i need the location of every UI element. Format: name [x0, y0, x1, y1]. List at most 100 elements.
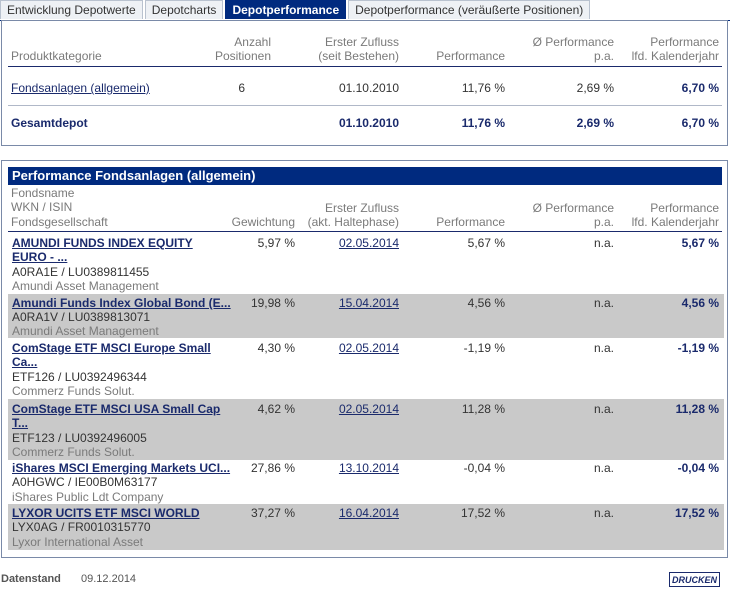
header-ytd-2: lfd. Kalenderjahr	[631, 215, 719, 229]
fund-weight: 37,27 %	[250, 506, 295, 520]
fund-ytd: -1,19 %	[677, 341, 719, 355]
fund-performance: -0,04 %	[463, 461, 505, 475]
total-divider	[8, 105, 722, 106]
fund-performance: 4,56 %	[467, 296, 505, 310]
fund-company: iShares Public Ldt Company	[12, 490, 164, 504]
fund-avg: n.a.	[593, 461, 614, 475]
header-divider	[8, 66, 722, 67]
fund-ytd: -0,04 %	[677, 461, 719, 475]
header-fondsgesellschaft: Fondsgesellschaft	[11, 215, 108, 229]
summary-first: 01.10.2010	[338, 81, 399, 95]
fund-weight: 4,30 %	[257, 341, 295, 355]
fund-avg: n.a.	[593, 402, 614, 416]
fund-first-link[interactable]: 02.05.2014	[338, 402, 399, 416]
summary-avg: 2,69 %	[576, 81, 614, 95]
fund-name-link[interactable]: LYXOR UCITS ETF MSCI WORLD	[12, 506, 200, 520]
total-avg: 2,69 %	[576, 116, 614, 130]
header-avg-1: Ø Performance	[532, 35, 614, 49]
fund-weight: 27,86 %	[250, 461, 295, 475]
header-wkn-isin: WKN / ISIN	[11, 200, 73, 214]
fund-first-link[interactable]: 15.04.2014	[338, 296, 399, 310]
tab-entwicklung-depotwerte[interactable]: Entwicklung Depotwerte	[0, 0, 143, 19]
fund-first-link[interactable]: 16.04.2014	[338, 506, 399, 520]
fund-avg: n.a.	[593, 296, 614, 310]
summary-count: 6	[238, 81, 245, 95]
fund-first-link[interactable]: 02.05.2014	[338, 236, 399, 250]
fund-ids: A0RA1E / LU0389811455	[12, 265, 150, 279]
fund-company: Lyxor International Asset	[12, 535, 143, 549]
fund-name-link[interactable]: iShares MSCI Emerging Markets UCI...	[12, 461, 231, 475]
fund-ytd: 4,56 %	[681, 296, 719, 310]
detail-panel: Performance Fondsanlagen (allgemein) Fon…	[1, 160, 728, 558]
header-ytd-1: Performance	[650, 201, 719, 215]
table-row: ComStage ETF MSCI Europe Small Ca... ETF…	[8, 338, 724, 399]
fund-avg: n.a.	[593, 236, 614, 250]
fund-name-link[interactable]: ComStage ETF MSCI USA Small Cap T...	[12, 402, 221, 430]
fund-avg: n.a.	[593, 506, 614, 520]
total-ytd: 6,70 %	[681, 116, 719, 130]
fund-company: Commerz Funds Solut.	[12, 384, 135, 398]
fund-ids: A0RA1V / LU0389813071	[12, 310, 151, 324]
data-status-label: Datenstand	[1, 573, 61, 585]
fund-performance: 17,52 %	[460, 506, 505, 520]
fund-name-link[interactable]: AMUNDI FUNDS INDEX EQUITY EURO - ...	[12, 236, 193, 264]
tab-depotcharts[interactable]: Depotcharts	[144, 0, 224, 19]
header-avg-2: p.a.	[593, 49, 614, 63]
header-first-2: (akt. Haltephase)	[307, 215, 399, 229]
fund-ids: ETF123 / LU0392496005	[12, 431, 147, 445]
fund-first-link[interactable]: 02.05.2014	[338, 341, 399, 355]
fund-company: Amundi Asset Management	[12, 324, 159, 338]
fund-ids: ETF126 / LU0392496344	[12, 370, 147, 384]
fund-name-link[interactable]: ComStage ETF MSCI Europe Small Ca...	[12, 341, 211, 369]
total-label: Gesamtdepot	[11, 116, 88, 130]
fund-ytd: 11,28 %	[675, 402, 719, 416]
fund-performance: 11,28 %	[461, 402, 505, 416]
table-row: iShares MSCI Emerging Markets UCI... A0H…	[8, 460, 724, 504]
fund-ytd: 5,67 %	[681, 236, 719, 250]
summary-ytd: 6,70 %	[681, 81, 719, 95]
tab-depotperformance[interactable]: Depotperformance	[225, 0, 347, 19]
total-performance: 11,76 %	[461, 116, 505, 130]
category-link-fondsanlagen[interactable]: Fondsanlagen (allgemein)	[11, 81, 150, 95]
fund-company: Commerz Funds Solut.	[12, 445, 135, 459]
header-avg-2: p.a.	[593, 215, 614, 229]
fund-performance: 5,67 %	[467, 236, 505, 250]
header-first-1: Erster Zufluss	[324, 35, 399, 49]
total-first: 01.10.2010	[338, 116, 399, 130]
fund-weight: 4,62 %	[257, 402, 295, 416]
header-count-1: Anzahl	[234, 35, 271, 49]
table-row: LYXOR UCITS ETF MSCI WORLD LYX0AG / FR00…	[8, 504, 724, 550]
fund-avg: n.a.	[593, 341, 614, 355]
tab-depotperformance-veraeussert[interactable]: Depotperformance (veräußerte Positionen)	[348, 0, 591, 19]
table-row: AMUNDI FUNDS INDEX EQUITY EURO - ... A0R…	[8, 232, 724, 294]
header-avg-1: Ø Performance	[532, 201, 614, 215]
header-fondsname: Fondsname	[11, 186, 75, 200]
detail-header-divider	[8, 231, 722, 232]
fund-weight: 5,97 %	[257, 236, 295, 250]
summary-performance: 11,76 %	[461, 81, 505, 95]
header-gewichtung: Gewichtung	[231, 215, 295, 229]
summary-panel: Produktkategorie Anzahl Positionen Erste…	[1, 20, 728, 146]
header-first-2: (seit Bestehen)	[318, 49, 399, 63]
detail-title: Performance Fondsanlagen (allgemein)	[8, 167, 722, 185]
table-row: ComStage ETF MSCI USA Small Cap T... ETF…	[8, 399, 724, 460]
fund-first-link[interactable]: 13.10.2014	[338, 461, 399, 475]
fund-company: Amundi Asset Management	[12, 279, 159, 293]
fund-ytd: 17,52 %	[674, 506, 719, 520]
table-row: Amundi Funds Index Global Bond (E... A0R…	[8, 294, 724, 338]
header-first-1: Erster Zufluss	[324, 201, 399, 215]
print-button[interactable]: DRUCKEN	[669, 572, 720, 587]
fund-weight: 19,98 %	[250, 296, 295, 310]
header-category: Produktkategorie	[11, 49, 102, 63]
fund-performance: -1,19 %	[463, 341, 505, 355]
fund-ids: A0HGWC / IE00B0M63177	[12, 475, 158, 489]
data-status-date: 09.12.2014	[81, 573, 137, 585]
header-ytd-2: lfd. Kalenderjahr	[631, 49, 719, 63]
header-performance: Performance	[436, 215, 505, 229]
fund-ids: LYX0AG / FR0010315770	[12, 520, 151, 534]
header-count-2: Positionen	[214, 49, 271, 63]
tab-bar: Entwicklung Depotwerte Depotcharts Depot…	[0, 0, 592, 20]
header-ytd-1: Performance	[650, 35, 719, 49]
fund-name-link[interactable]: Amundi Funds Index Global Bond (E...	[12, 296, 231, 310]
header-performance: Performance	[436, 49, 505, 63]
